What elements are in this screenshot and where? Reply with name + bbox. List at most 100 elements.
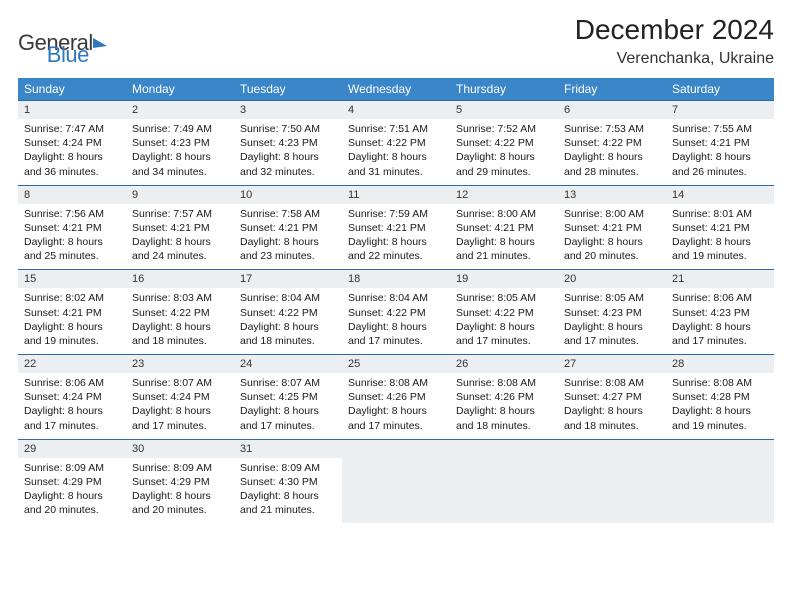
day-detail-cell: Sunrise: 7:59 AMSunset: 4:21 PMDaylight:…	[342, 204, 450, 270]
sunset-line: Sunset: 4:21 PM	[672, 221, 768, 235]
sunset-line: Sunset: 4:26 PM	[456, 390, 552, 404]
detail-row: Sunrise: 7:47 AMSunset: 4:24 PM Daylight:…	[18, 119, 774, 185]
sunrise-line: Sunrise: 7:56 AM	[24, 207, 120, 221]
sunrise-line: Sunrise: 7:47 AM	[24, 122, 120, 136]
sunset-line: Sunset: 4:21 PM	[240, 221, 336, 235]
daylight-line: Daylight: 8 hours and 20 minutes.	[564, 235, 660, 263]
day-number-cell: 28	[666, 355, 774, 374]
day-detail-cell	[558, 458, 666, 524]
daylight-line: Daylight: 8 hours and 23 minutes.	[240, 235, 336, 263]
sunrise-line: Sunrise: 8:07 AM	[132, 376, 228, 390]
day-number-cell: 17	[234, 270, 342, 289]
day-number-cell: 6	[558, 101, 666, 120]
sunrise-line: Sunrise: 8:09 AM	[24, 461, 120, 475]
sunrise-line: Sunrise: 8:00 AM	[564, 207, 660, 221]
sunrise-line: Sunrise: 8:08 AM	[564, 376, 660, 390]
sunset-line: Sunset: 4:22 PM	[348, 136, 444, 150]
day-number-cell: 23	[126, 355, 234, 374]
daylight-line: Daylight: 8 hours and 17 minutes.	[24, 404, 120, 432]
day-detail-cell: Sunrise: 8:07 AMSunset: 4:25 PMDaylight:…	[234, 373, 342, 439]
sunrise-line: Sunrise: 7:59 AM	[348, 207, 444, 221]
day-number-cell: 26	[450, 355, 558, 374]
logo: General Blue	[18, 18, 89, 68]
sunset-line: Sunset: 4:24 PM	[24, 390, 120, 404]
day-detail-cell: Sunrise: 7:56 AMSunset: 4:21 PMDaylight:…	[18, 204, 126, 270]
detail-row: Sunrise: 8:02 AMSunset: 4:21 PMDaylight:…	[18, 288, 774, 354]
day-detail-cell	[342, 458, 450, 524]
sunset-line: Sunset: 4:22 PM	[456, 306, 552, 320]
logo-text-blue: Blue	[47, 42, 89, 68]
day-detail-cell: Sunrise: 8:00 AMSunset: 4:21 PMDaylight:…	[558, 204, 666, 270]
sunrise-line: Sunrise: 7:49 AM	[132, 122, 228, 136]
day-number-cell: 12	[450, 185, 558, 204]
page-header: General Blue December 2024 Verenchanka, …	[18, 14, 774, 68]
sunrise-line: Sunrise: 8:08 AM	[348, 376, 444, 390]
daylight-line: Daylight: 8 hours and 17 minutes.	[240, 404, 336, 432]
sunset-line: Sunset: 4:23 PM	[672, 306, 768, 320]
sunrise-line: Sunrise: 8:01 AM	[672, 207, 768, 221]
logo-mark-icon	[93, 36, 107, 48]
sunset-line: Sunset: 4:23 PM	[240, 136, 336, 150]
daynum-row: 891011121314	[18, 185, 774, 204]
sunrise-line: Sunrise: 7:50 AM	[240, 122, 336, 136]
day-number-cell: 27	[558, 355, 666, 374]
sunset-line: Sunset: 4:29 PM	[24, 475, 120, 489]
sunset-line: Sunset: 4:23 PM	[132, 136, 228, 150]
daylight-line: Daylight: 8 hours and 20 minutes.	[132, 489, 228, 517]
sunrise-line: Sunrise: 8:05 AM	[564, 291, 660, 305]
day-number-cell: 29	[18, 439, 126, 458]
day-detail-cell: Sunrise: 8:09 AMSunset: 4:30 PMDaylight:…	[234, 458, 342, 524]
daylight-line: Daylight: 8 hours and 17 minutes.	[672, 320, 768, 348]
sunrise-line: Sunrise: 8:04 AM	[240, 291, 336, 305]
daylight-line: Daylight: 8 hours and 25 minutes.	[24, 235, 120, 263]
sunset-line: Sunset: 4:25 PM	[240, 390, 336, 404]
day-number-cell: 31	[234, 439, 342, 458]
sunset-line: Sunset: 4:22 PM	[132, 306, 228, 320]
daylight-line: Daylight: 8 hours and 17 minutes.	[348, 404, 444, 432]
sunset-line: Sunset: 4:24 PM	[24, 136, 120, 150]
daylight-line: Daylight: 8 hours and 17 minutes.	[456, 320, 552, 348]
weekday-header: Tuesday	[234, 78, 342, 101]
day-detail-cell	[450, 458, 558, 524]
daylight-line: Daylight: 8 hours and 34 minutes.	[132, 150, 228, 178]
weekday-header-row: Sunday Monday Tuesday Wednesday Thursday…	[18, 78, 774, 101]
day-detail-cell: Sunrise: 8:08 AMSunset: 4:28 PMDaylight:…	[666, 373, 774, 439]
sunset-line: Sunset: 4:21 PM	[132, 221, 228, 235]
day-detail-cell: Sunrise: 7:51 AMSunset: 4:22 PMDaylight:…	[342, 119, 450, 185]
weekday-header: Wednesday	[342, 78, 450, 101]
day-number-cell: 19	[450, 270, 558, 289]
sunset-line: Sunset: 4:23 PM	[564, 306, 660, 320]
day-detail-cell: Sunrise: 7:57 AMSunset: 4:21 PMDaylight:…	[126, 204, 234, 270]
day-number-cell	[342, 439, 450, 458]
day-detail-cell: Sunrise: 8:04 AMSunset: 4:22 PMDaylight:…	[342, 288, 450, 354]
weekday-header: Friday	[558, 78, 666, 101]
day-number-cell	[450, 439, 558, 458]
sunrise-line: Sunrise: 8:07 AM	[240, 376, 336, 390]
day-number-cell: 11	[342, 185, 450, 204]
title-block: December 2024 Verenchanka, Ukraine	[575, 14, 774, 68]
daylight-line: Daylight: 8 hours and 28 minutes.	[564, 150, 660, 178]
day-detail-cell: Sunrise: 8:00 AMSunset: 4:21 PMDaylight:…	[450, 204, 558, 270]
daylight-line: Daylight: 8 hours and 17 minutes.	[564, 320, 660, 348]
day-detail-cell: Sunrise: 8:08 AMSunset: 4:26 PMDaylight:…	[450, 373, 558, 439]
day-number-cell: 20	[558, 270, 666, 289]
day-number-cell: 13	[558, 185, 666, 204]
day-detail-cell	[666, 458, 774, 524]
calendar-body: 1234567Sunrise: 7:47 AMSunset: 4:24 PMDa…	[18, 101, 774, 524]
sunset-line: Sunset: 4:21 PM	[348, 221, 444, 235]
day-detail-cell: Sunrise: 8:09 AMSunset: 4:29 PMDaylight:…	[18, 458, 126, 524]
sunset-line: Sunset: 4:28 PM	[672, 390, 768, 404]
sunrise-line: Sunrise: 8:09 AM	[240, 461, 336, 475]
day-detail-cell: Sunrise: 8:04 AMSunset: 4:22 PMDaylight:…	[234, 288, 342, 354]
day-number-cell: 10	[234, 185, 342, 204]
day-detail-cell: Sunrise: 8:05 AMSunset: 4:23 PMDaylight:…	[558, 288, 666, 354]
sunrise-line: Sunrise: 7:58 AM	[240, 207, 336, 221]
sunrise-line: Sunrise: 8:06 AM	[24, 376, 120, 390]
weekday-header: Thursday	[450, 78, 558, 101]
day-number-cell: 14	[666, 185, 774, 204]
day-number-cell: 8	[18, 185, 126, 204]
daynum-row: 1234567	[18, 101, 774, 120]
day-number-cell: 16	[126, 270, 234, 289]
daylight-line: Daylight: 8 hours and 31 minutes.	[348, 150, 444, 178]
daylight-line: Daylight: 8 hours and 17 minutes.	[348, 320, 444, 348]
